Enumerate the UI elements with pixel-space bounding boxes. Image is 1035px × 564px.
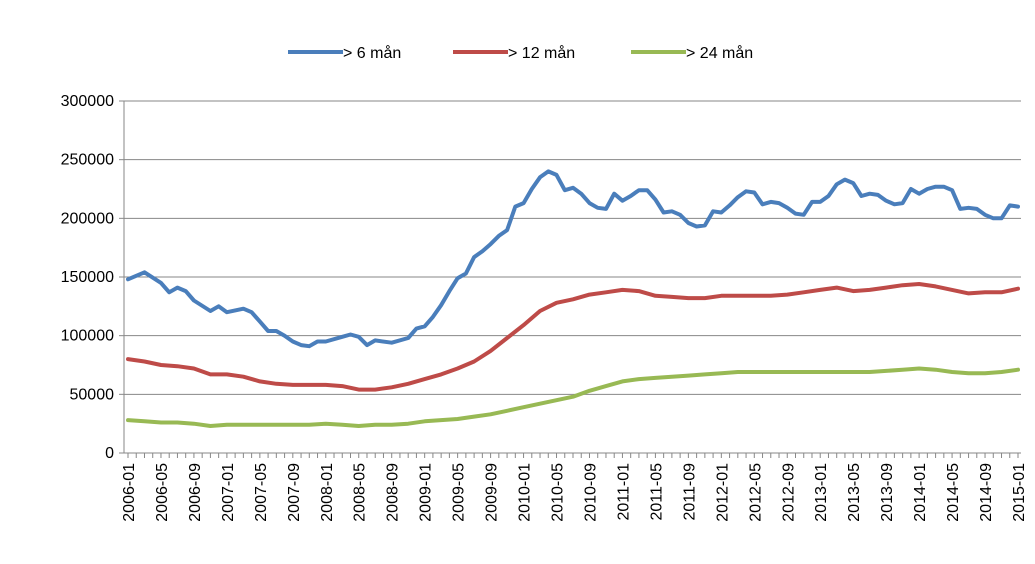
y-tick-label: 100000 [61,328,114,345]
x-tick-label: 2008-05 [352,463,369,522]
x-tick-label: 2010-09 [582,463,599,522]
x-tick-label: 2013-05 [846,463,863,522]
series-line-1 [126,169,1020,349]
x-tick-label: 2006-01 [121,463,138,522]
x-tick-label: 2007-01 [220,463,237,522]
y-tick-label: 300000 [61,93,114,110]
legend: > 6 mån > 12 mån > 24 mån [288,44,753,62]
y-tick-label: 200000 [61,210,114,227]
x-tick-label: 2010-05 [550,463,567,522]
x-axis-ticks: 2006-01 2006-05 2006-09 2007-01 2007-05 2007-… [121,453,1028,522]
series-layer [126,169,1020,428]
x-tick-label: 2009-01 [418,463,435,522]
x-tick-label: 2014-05 [945,463,962,522]
legend-label-3: > 24 mån [686,44,753,62]
x-tick-label: 2011-01 [615,463,632,521]
series-line-3 [126,366,1020,428]
x-tick-label: 2012-09 [780,463,797,522]
x-tick-label: 2011-05 [648,463,665,521]
x-tick-label: 2013-01 [813,463,830,522]
y-tick-label: 150000 [61,269,114,286]
x-tick-label: 2006-05 [154,463,171,522]
x-tick-label: 2011-09 [681,463,698,521]
x-tick-label: 2010-01 [517,463,534,522]
y-tick-label: 50000 [70,386,115,403]
x-tick-label: 2009-05 [451,463,468,522]
x-tick-label: 2007-05 [253,463,270,522]
x-tick-label: 2007-09 [286,463,303,522]
legend-label-1: > 6 mån [343,44,401,62]
legend-label-2: > 12 mån [508,44,575,62]
y-tick-label: 0 [105,445,114,462]
x-tick-label: 2006-09 [187,463,204,522]
x-tick-label: 2008-09 [385,463,402,522]
x-tick-label: 2008-01 [319,463,336,522]
x-tick-label: 2012-01 [714,463,731,522]
y-axis-ticks: 0 50000 100000 150000 200000 250000 300000 [61,93,124,462]
x-tick-label: 2014-01 [912,463,929,522]
x-tick-label: 2012-05 [747,463,764,522]
x-tick-label: 2009-09 [484,463,501,522]
x-tick-label: 2013-09 [879,463,896,522]
x-tick-label: 2014-09 [978,463,995,522]
y-tick-label: 250000 [61,152,114,169]
gridlines [124,100,1021,395]
x-tick-label: 2015-01 [1011,463,1028,522]
series-line-2 [126,282,1020,392]
